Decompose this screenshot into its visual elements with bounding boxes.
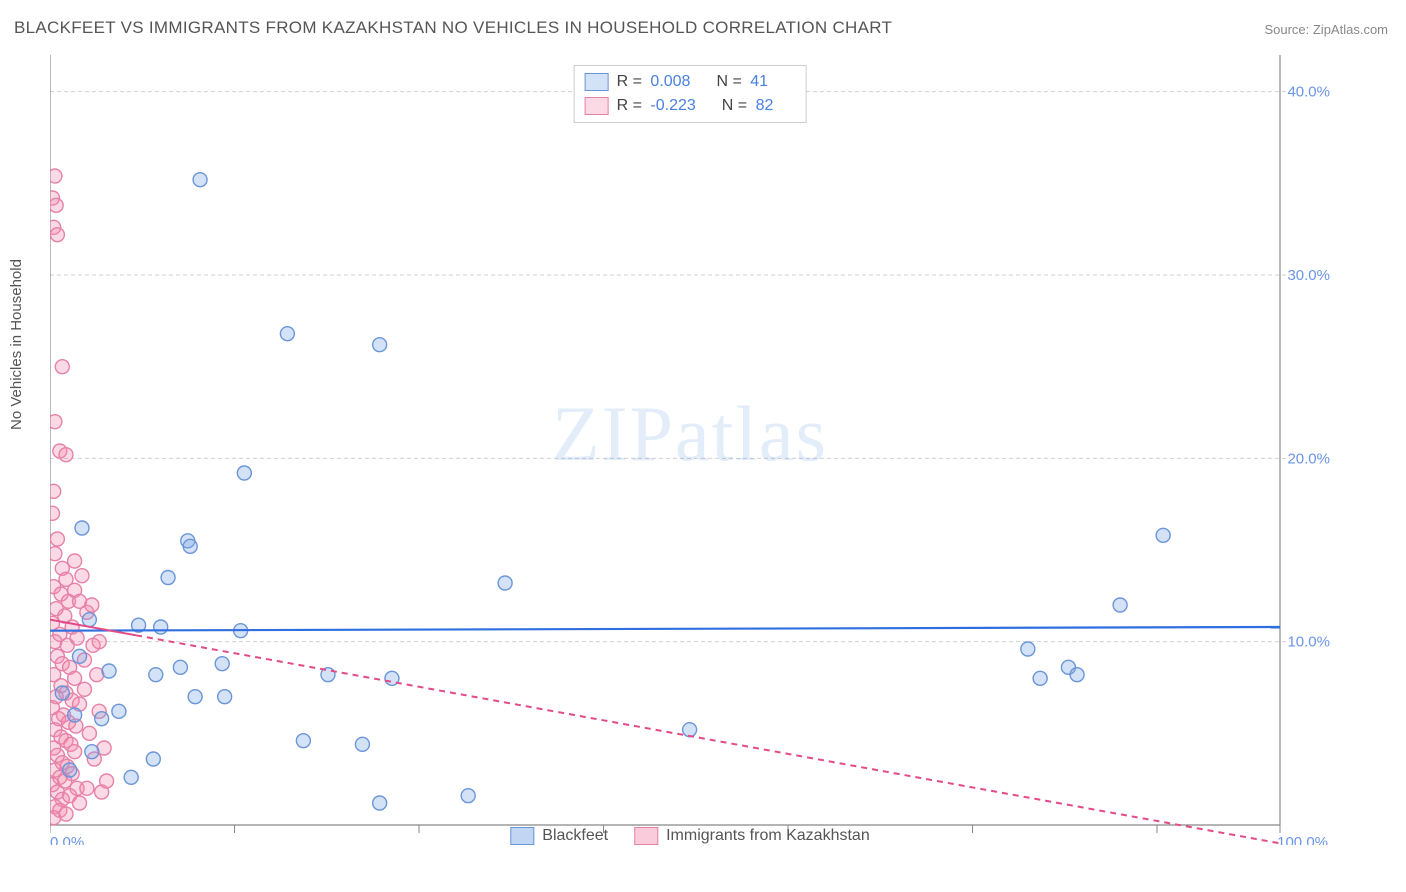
svg-text:100.0%: 100.0%: [1277, 834, 1328, 845]
r-value-blackfeet: 0.008: [650, 73, 690, 90]
legend-item-blackfeet: Blackfeet: [510, 827, 608, 845]
legend-correlation: R = 0.008 N = 41 R = -0.223 N = 82: [574, 65, 807, 123]
legend-row-kazakhstan: R = -0.223 N = 82: [585, 94, 792, 118]
r-value-kazakhstan: -0.223: [650, 97, 695, 114]
n-value-kazakhstan: 82: [756, 97, 774, 114]
n-label: N =: [716, 73, 741, 90]
scatter-plot: ZIPatlas 10.0%20.0%30.0%40.0%0.0%100.0% …: [50, 55, 1330, 845]
legend-label-kazakhstan: Immigrants from Kazakhstan: [666, 827, 870, 845]
r-label: R =: [617, 73, 642, 90]
svg-text:0.0%: 0.0%: [50, 834, 84, 845]
legend-series: Blackfeet Immigrants from Kazakhstan: [510, 827, 869, 845]
source-attribution: Source: ZipAtlas.com: [1264, 22, 1388, 37]
chart-title: BLACKFEET VS IMMIGRANTS FROM KAZAKHSTAN …: [14, 18, 892, 38]
legend-row-blackfeet: R = 0.008 N = 41: [585, 70, 792, 94]
n-value-blackfeet: 41: [750, 73, 768, 90]
n-label: N =: [722, 97, 747, 114]
y-axis-label: No Vehicles in Household: [8, 259, 25, 430]
svg-text:10.0%: 10.0%: [1287, 634, 1330, 651]
svg-text:30.0%: 30.0%: [1287, 267, 1330, 284]
swatch-blackfeet: [510, 827, 534, 845]
svg-text:20.0%: 20.0%: [1287, 450, 1330, 467]
legend-item-kazakhstan: Immigrants from Kazakhstan: [634, 827, 870, 845]
swatch-kazakhstan: [585, 97, 609, 115]
swatch-blackfeet: [585, 73, 609, 91]
r-label: R =: [617, 97, 642, 114]
svg-text:40.0%: 40.0%: [1287, 84, 1330, 101]
legend-label-blackfeet: Blackfeet: [542, 827, 608, 845]
chart-svg: 10.0% 20.0% 30.0% 40.0% 0.0% 100.0%: [50, 55, 1330, 845]
swatch-kazakhstan: [634, 827, 658, 845]
